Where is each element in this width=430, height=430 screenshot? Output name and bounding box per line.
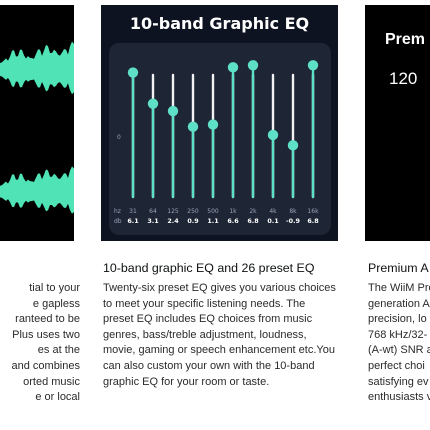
waveform-band <box>0 41 74 95</box>
left-card-text: tial to your e gapless ranteed to be Plu… <box>0 281 81 406</box>
eq-panel: 0 hz db 31 6.1 64 3.1 125 2.4 250 0.9 500 1.1 1k 6.6 2k… <box>109 43 331 235</box>
eq-gain-label: 6.8 <box>247 217 259 225</box>
eq-frequency-label: 500 <box>207 208 219 215</box>
text-line: The WiiM Pro <box>368 282 430 294</box>
eq-frequency-label: 125 <box>167 208 179 215</box>
eq-slider-knob[interactable] <box>147 98 159 109</box>
eq-gain-label: 0.9 <box>187 217 199 225</box>
text-line: to meet your specific listening needs. T… <box>103 297 306 310</box>
eq-gain-label: 6.6 <box>227 217 239 225</box>
eq-frequency-label: 2k <box>249 208 257 215</box>
eq-slider-knob[interactable] <box>247 60 259 71</box>
text-line: enthusiasts v <box>368 391 430 404</box>
eq-slider-knob[interactable] <box>167 105 179 117</box>
eq-sliders-graphic: 0 hz db 31 6.1 64 3.1 125 2.4 250 0.9 500 1.1 1k 6.6 2k… <box>114 60 319 225</box>
eq-frequency-label: 16k <box>307 208 319 215</box>
eq-slider-knob[interactable] <box>207 119 219 130</box>
text-line: (A-wt) SNR a <box>368 344 430 357</box>
eq-db-label: db <box>114 218 122 225</box>
right-card-image[interactable]: Prem 120 <box>365 5 430 241</box>
eq-slider-knob[interactable] <box>307 60 319 71</box>
text-line: graphic EQ for your room or taste. <box>103 375 270 388</box>
eq-image-title: 10-band Graphic EQ <box>129 14 310 33</box>
text-line: movie, gaming or speech enhancement etc.… <box>103 344 335 357</box>
text-line: precision, lo <box>368 313 427 326</box>
text-line: ranteed to be <box>15 313 80 326</box>
eq-frequency-label: 4k <box>269 208 277 215</box>
eq-frequency-label: 1k <box>229 208 237 215</box>
right-card-heading: Premium A <box>368 261 429 275</box>
text-line: preset EQ includes EQ choices from music <box>103 313 313 326</box>
left-card-image[interactable] <box>0 5 74 241</box>
text-line: orted music <box>23 375 80 388</box>
eq-slider-knob[interactable] <box>187 121 199 132</box>
eq-gain-label: 3.1 <box>147 217 158 225</box>
eq-frequency-label: 31 <box>129 208 137 215</box>
eq-gain-label: 6.1 <box>127 217 138 225</box>
waveform-band <box>0 166 74 214</box>
eq-zero-label: 0 <box>117 134 121 141</box>
text-line: e or local <box>35 391 80 404</box>
text-line: Twenty-six preset EQ gives you various c… <box>103 282 336 294</box>
waveform-graphic <box>365 135 430 191</box>
eq-frequency-label: 64 <box>149 208 157 215</box>
right-image-number: 120 <box>389 69 418 88</box>
text-line: Plus uses two <box>12 328 80 341</box>
eq-card-heading: 10-band graphic EQ and 26 preset EQ <box>103 261 315 275</box>
eq-hz-label: hz <box>114 208 121 215</box>
eq-frequency-label: 8k <box>289 208 297 215</box>
eq-gain-label: -0.9 <box>286 217 301 225</box>
eq-gain-label: 0.1 <box>267 217 278 225</box>
eq-slider-knob[interactable] <box>127 67 139 78</box>
eq-gain-label: 2.4 <box>167 217 179 225</box>
text-line: e gapless <box>32 297 80 310</box>
text-line: 768 kHz/32- <box>368 328 428 341</box>
eq-frequency-label: 250 <box>187 208 199 215</box>
eq-slider-knob[interactable] <box>227 62 239 73</box>
right-image-title: Prem <box>385 31 426 48</box>
eq-slider-knob[interactable] <box>267 129 279 141</box>
text-line: es at the <box>37 344 80 357</box>
eq-gain-label: 1.1 <box>207 217 218 225</box>
eq-slider-knob[interactable] <box>287 140 299 151</box>
eq-gain-label: 6.8 <box>307 217 319 225</box>
eq-card-image[interactable]: 10-band Graphic EQ 0 hz db 31 6.1 64 3.1 125 2.4… <box>101 5 338 241</box>
waveform-graphic <box>0 41 74 214</box>
right-card-text: The WiiM Pro generation A precision, lo … <box>368 281 430 406</box>
text-line: satisfying ev <box>368 375 429 388</box>
text-line: generation A <box>368 297 430 310</box>
text-line: and combines <box>11 359 81 372</box>
text-line: can also custom your own with the 10-ban… <box>103 359 315 372</box>
text-line: perfect choi <box>368 359 425 372</box>
text-line: genres, bass/treble adjustment, loudness… <box>103 328 307 341</box>
eq-card-text: Twenty-six preset EQ gives you various c… <box>103 281 343 390</box>
text-line: tial to your <box>29 282 80 294</box>
